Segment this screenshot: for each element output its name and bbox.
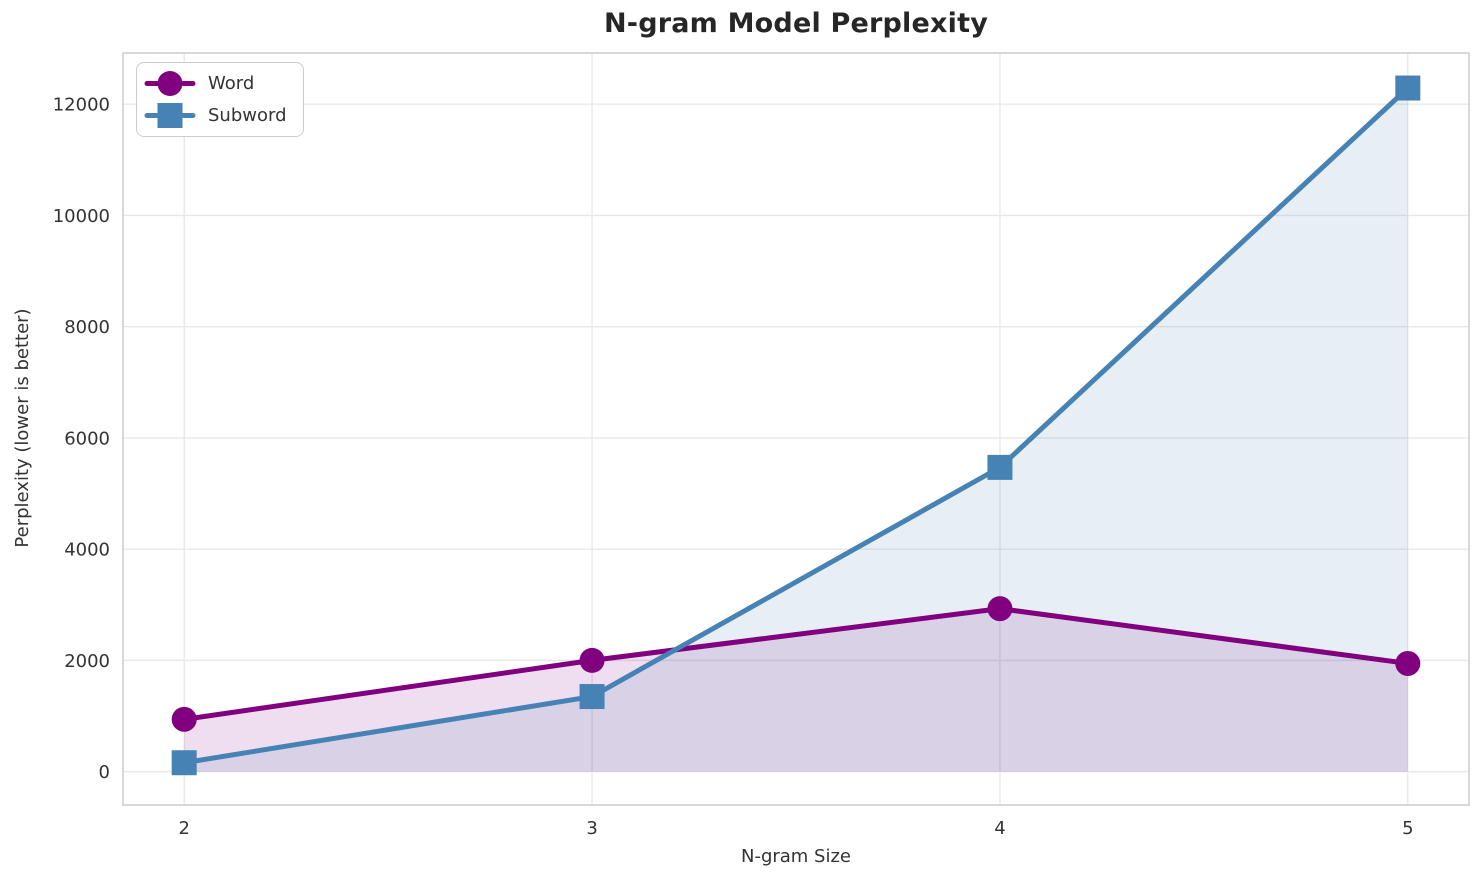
y-tick-label: 10000 — [53, 206, 110, 227]
legend-item-word: Word — [144, 69, 287, 98]
word-legend-marker-icon — [144, 71, 196, 96]
x-tick-label: 4 — [994, 818, 1005, 839]
legend-label-word: Word — [208, 72, 255, 94]
subword-marker-icon — [1395, 75, 1421, 101]
x-axis-label: N-gram Size — [740, 846, 852, 867]
y-tick-label: 12000 — [53, 95, 110, 116]
chart-title: N-gram Model Perplexity — [604, 8, 988, 39]
word-marker-icon — [1395, 650, 1421, 676]
y-tick-label: 2000 — [64, 651, 110, 672]
y-tick-label: 4000 — [64, 540, 110, 561]
word-area — [184, 608, 1408, 772]
legend-item-subword: Subword — [144, 101, 287, 130]
legend-box: Word Subword — [136, 62, 304, 137]
plot-border — [122, 52, 1470, 806]
gridlines — [123, 53, 1469, 805]
subword-line — [181, 85, 1411, 766]
word-marker-icon — [987, 596, 1013, 622]
word-marker-icon — [171, 706, 197, 732]
y-tick-label: 8000 — [64, 317, 110, 338]
subword-area — [184, 88, 1408, 772]
subword-marker-icon — [987, 454, 1013, 480]
subword-marker-icon — [171, 750, 197, 776]
subword-legend-marker-icon — [144, 103, 196, 128]
x-tick-label: 5 — [1402, 818, 1413, 839]
legend-label-subword: Subword — [208, 104, 287, 126]
subword-marker-icon — [579, 684, 605, 710]
word-marker-icon — [579, 647, 605, 673]
word-line — [181, 606, 1411, 722]
y-tick-label: 0 — [99, 762, 110, 783]
y-axis-label: Perplexity (lower is better) — [12, 308, 33, 548]
x-tick-label: 3 — [586, 818, 597, 839]
x-tick-label: 2 — [178, 818, 189, 839]
y-tick-label: 6000 — [64, 428, 110, 449]
